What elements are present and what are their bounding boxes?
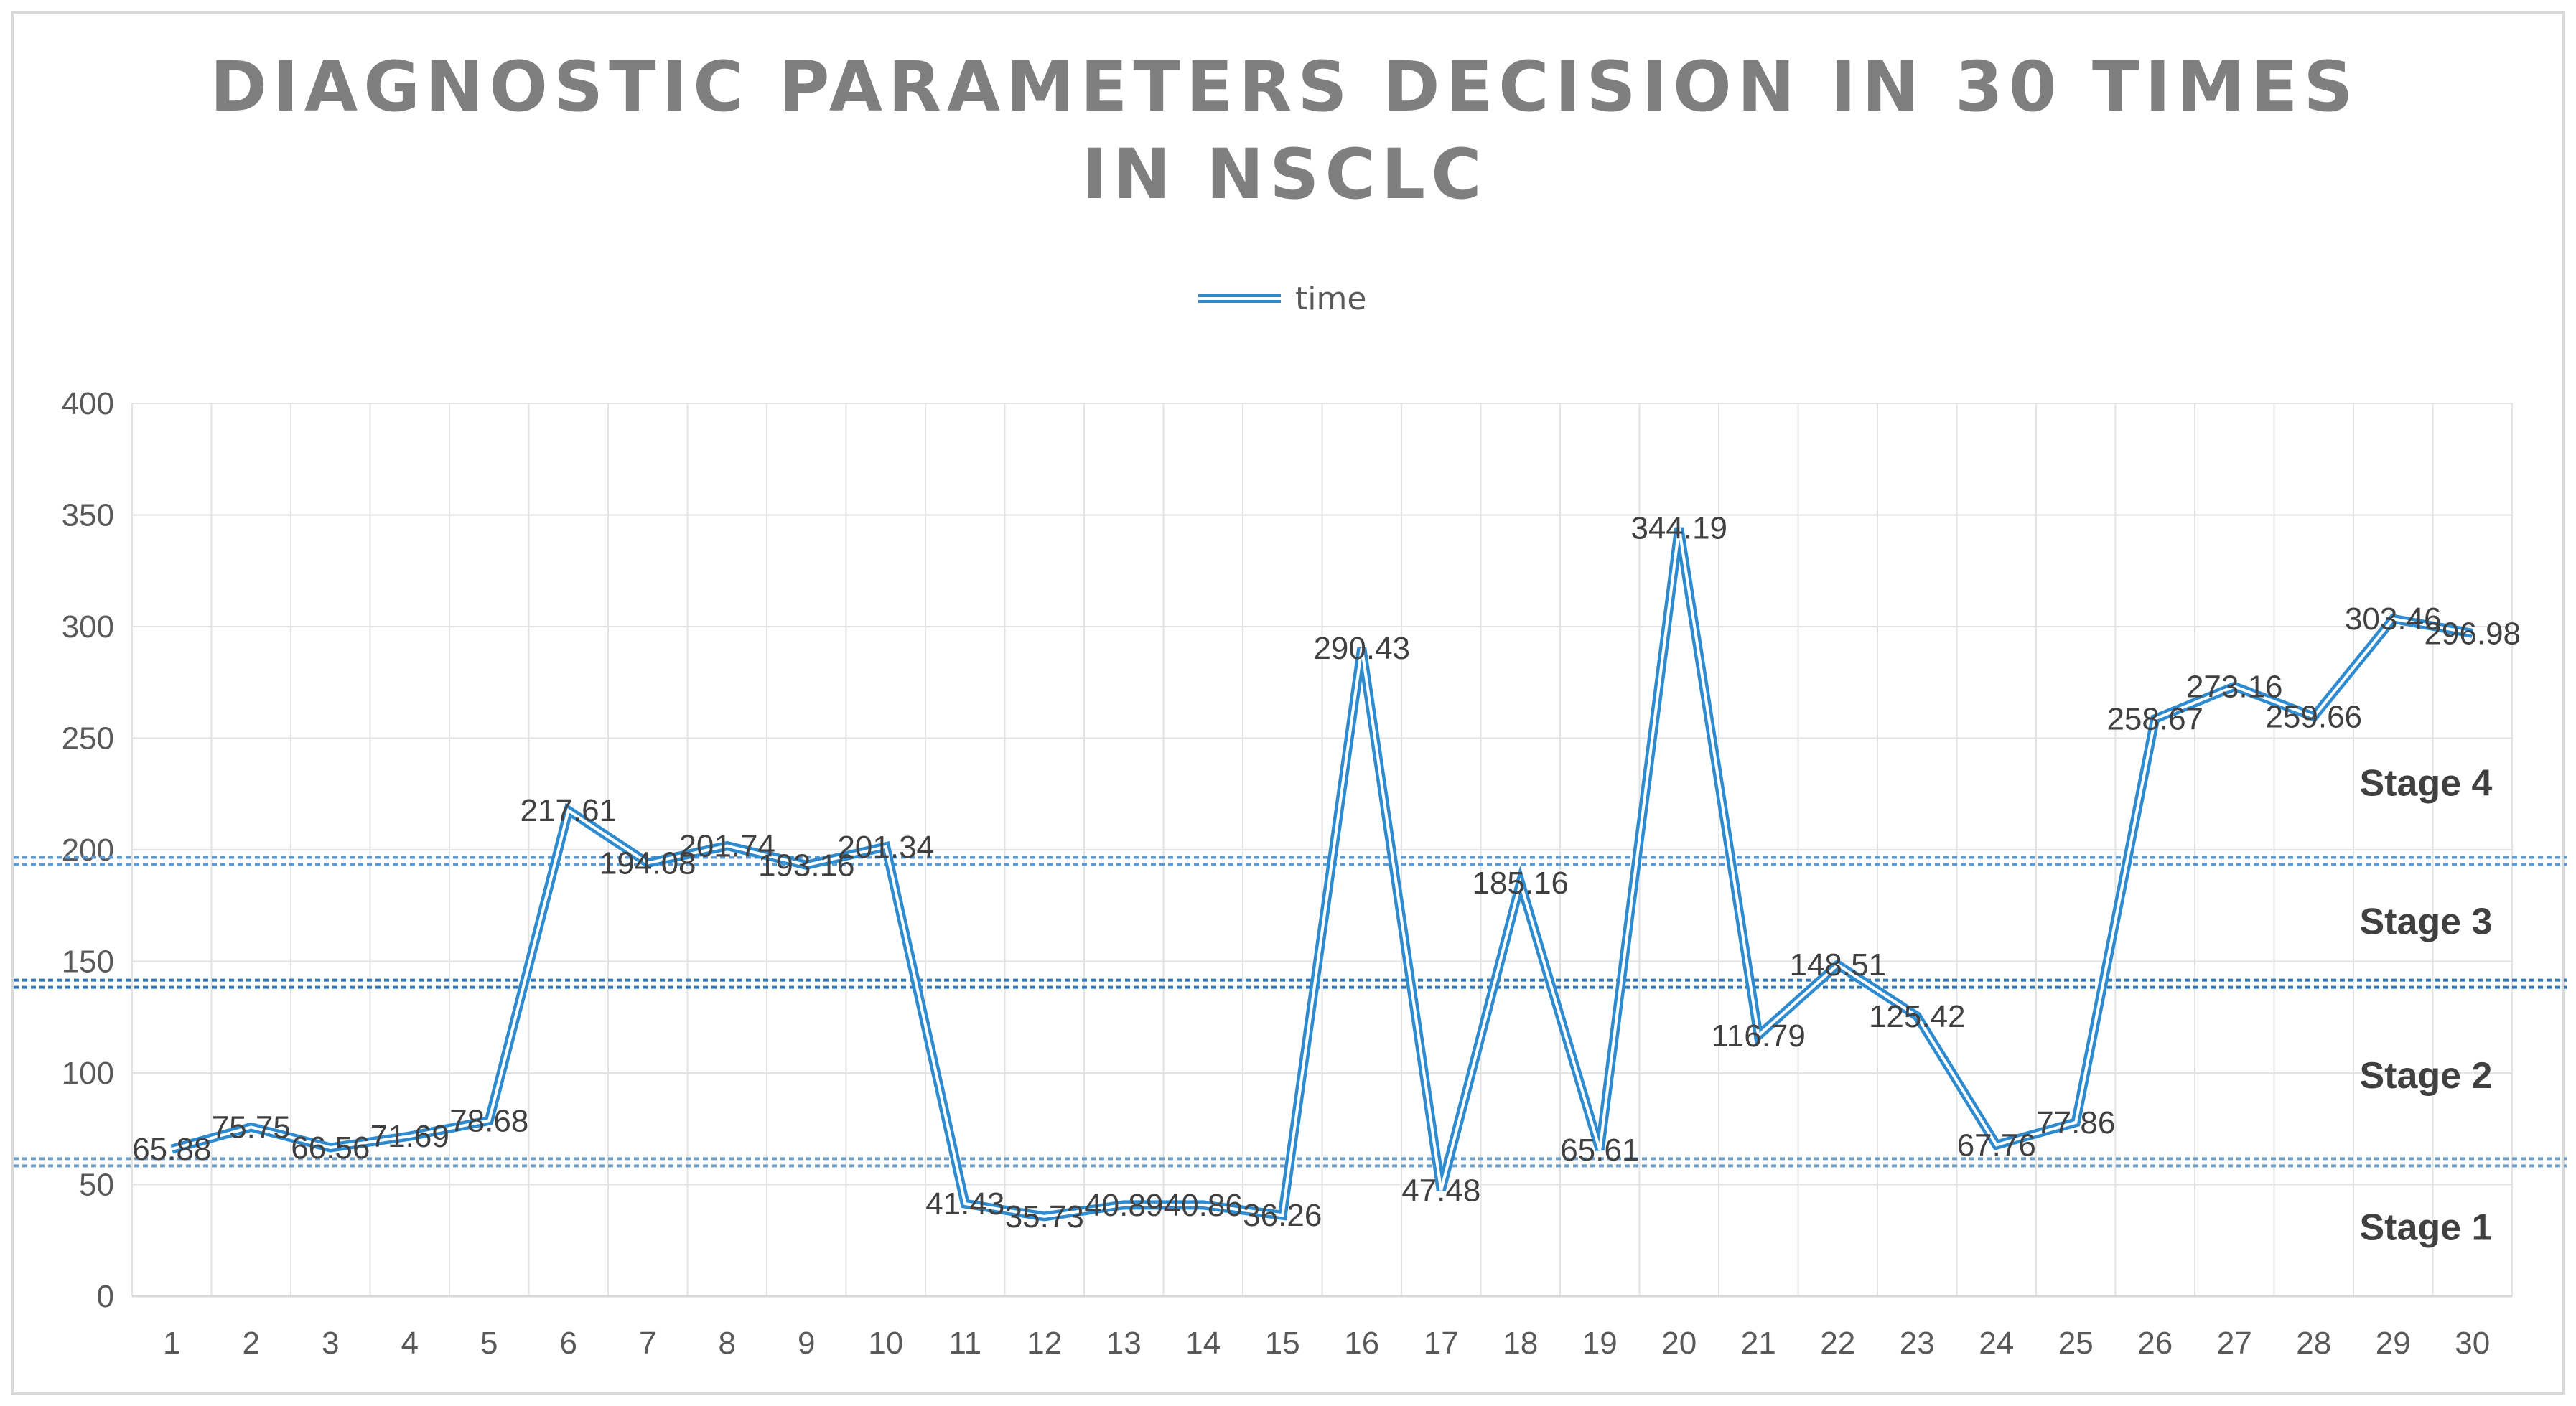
data-label: 65.61 [1560, 1133, 1639, 1168]
y-tick-label: 50 [79, 1168, 114, 1203]
data-label: 77.86 [2036, 1105, 2115, 1140]
data-label: 75.75 [212, 1110, 291, 1145]
x-tick-label: 18 [1503, 1326, 1538, 1361]
x-tick-label: 22 [1820, 1326, 1855, 1361]
x-tick-label: 6 [560, 1326, 577, 1361]
x-tick-label: 15 [1265, 1326, 1300, 1361]
x-tick-label: 10 [868, 1326, 903, 1361]
x-tick-label: 26 [2137, 1326, 2173, 1361]
x-tick-label: 11 [948, 1326, 981, 1361]
data-label: 35.73 [1005, 1199, 1084, 1234]
stage-label: Stage 1 [2360, 1207, 2493, 1249]
data-label: 67.76 [1957, 1128, 2036, 1163]
x-tick-label: 5 [480, 1326, 498, 1361]
x-tick-label: 29 [2376, 1326, 2411, 1361]
data-label: 40.89 [1084, 1188, 1163, 1223]
data-label: 194.08 [599, 845, 696, 881]
y-tick-label: 100 [62, 1056, 114, 1091]
data-label: 78.68 [449, 1103, 528, 1138]
data-label: 290.43 [1313, 631, 1410, 666]
data-label: 217.61 [520, 793, 617, 828]
series-line-inner [171, 528, 2473, 1218]
data-label: 65.88 [132, 1132, 211, 1167]
x-tick-label: 24 [1979, 1326, 2014, 1361]
x-axis-ticks: 1 2 3 4 5 6 7 8 9 10 11 12 13 14 15 16 17 18 19 20 21 22 23 24 2… [163, 1326, 2490, 1361]
x-tick-label: 3 [322, 1326, 339, 1361]
x-tick-label: 1 [163, 1326, 180, 1361]
y-tick-label: 150 [62, 945, 114, 980]
x-tick-label: 17 [1424, 1326, 1459, 1361]
data-label: 41.43 [925, 1186, 1004, 1222]
x-tick-label: 13 [1106, 1326, 1142, 1361]
x-tick-label: 2 [243, 1326, 260, 1361]
legend: time [1198, 281, 1366, 317]
x-tick-label: 4 [401, 1326, 419, 1361]
chart-svg: DIAGNOSTIC PARAMETERS DECISION IN 30 TIM… [14, 47, 2567, 1361]
data-label: 47.48 [1401, 1173, 1480, 1208]
data-label: 185.16 [1472, 866, 1569, 901]
x-tick-label: 8 [719, 1326, 736, 1361]
data-label: 201.74 [678, 829, 775, 864]
data-label: 148.51 [1789, 947, 1886, 983]
x-tick-label: 14 [1185, 1326, 1221, 1361]
series-time [170, 527, 2473, 1222]
data-label: 40.86 [1164, 1188, 1243, 1223]
data-label: 258.67 [2106, 702, 2203, 737]
legend-label-time: time [1295, 281, 1366, 317]
x-tick-label: 28 [2296, 1326, 2331, 1361]
stage-label: Stage 3 [2360, 901, 2493, 943]
stage-label: Stage 4 [2360, 763, 2493, 805]
data-label: 36.26 [1243, 1198, 1322, 1233]
x-tick-label: 30 [2455, 1326, 2490, 1361]
data-label: 71.69 [370, 1119, 449, 1154]
x-tick-label: 12 [1027, 1326, 1062, 1361]
y-tick-label: 200 [62, 833, 114, 868]
data-label: 273.16 [2186, 669, 2283, 704]
y-tick-label: 300 [62, 609, 114, 645]
data-label: 66.56 [291, 1130, 370, 1166]
x-tick-label: 9 [798, 1326, 815, 1361]
x-tick-label: 16 [1344, 1326, 1379, 1361]
grid [131, 403, 2513, 1298]
y-axis-ticks: 0 50 100 150 200 250 300 350 400 [62, 386, 114, 1314]
data-label: 125.42 [1869, 999, 1966, 1034]
data-label: 201.34 [837, 830, 934, 865]
x-tick-label: 27 [2217, 1326, 2252, 1361]
y-tick-label: 0 [97, 1279, 114, 1314]
data-label: 259.66 [2265, 699, 2362, 734]
x-tick-label: 19 [1582, 1326, 1618, 1361]
x-tick-label: 23 [1900, 1326, 1935, 1361]
data-label: 116.79 [1712, 1018, 1806, 1054]
data-label: 193.16 [758, 848, 855, 883]
stage-label: Stage 2 [2360, 1055, 2493, 1097]
chart-title-line-1: DIAGNOSTIC PARAMETERS DECISION IN 30 TIM… [210, 47, 2358, 127]
chart-title-line-2: IN NSCLC [1081, 134, 1487, 215]
y-tick-label: 250 [62, 721, 114, 756]
x-tick-label: 25 [2058, 1326, 2094, 1361]
chart-title: DIAGNOSTIC PARAMETERS DECISION IN 30 TIM… [210, 47, 2358, 215]
x-tick-label: 7 [639, 1326, 656, 1361]
data-label: 303.46 [2345, 601, 2442, 637]
y-tick-label: 350 [62, 498, 114, 533]
data-label: 296.98 [2424, 616, 2521, 651]
data-label: 344.19 [1630, 511, 1727, 546]
x-tick-label: 21 [1741, 1326, 1776, 1361]
x-tick-label: 20 [1661, 1326, 1697, 1361]
stage-labels: Stage 4 Stage 3 Stage 2 Stage 1 [2360, 763, 2493, 1249]
chart-frame: DIAGNOSTIC PARAMETERS DECISION IN 30 TIM… [11, 11, 2567, 1395]
y-tick-label: 400 [62, 386, 114, 421]
